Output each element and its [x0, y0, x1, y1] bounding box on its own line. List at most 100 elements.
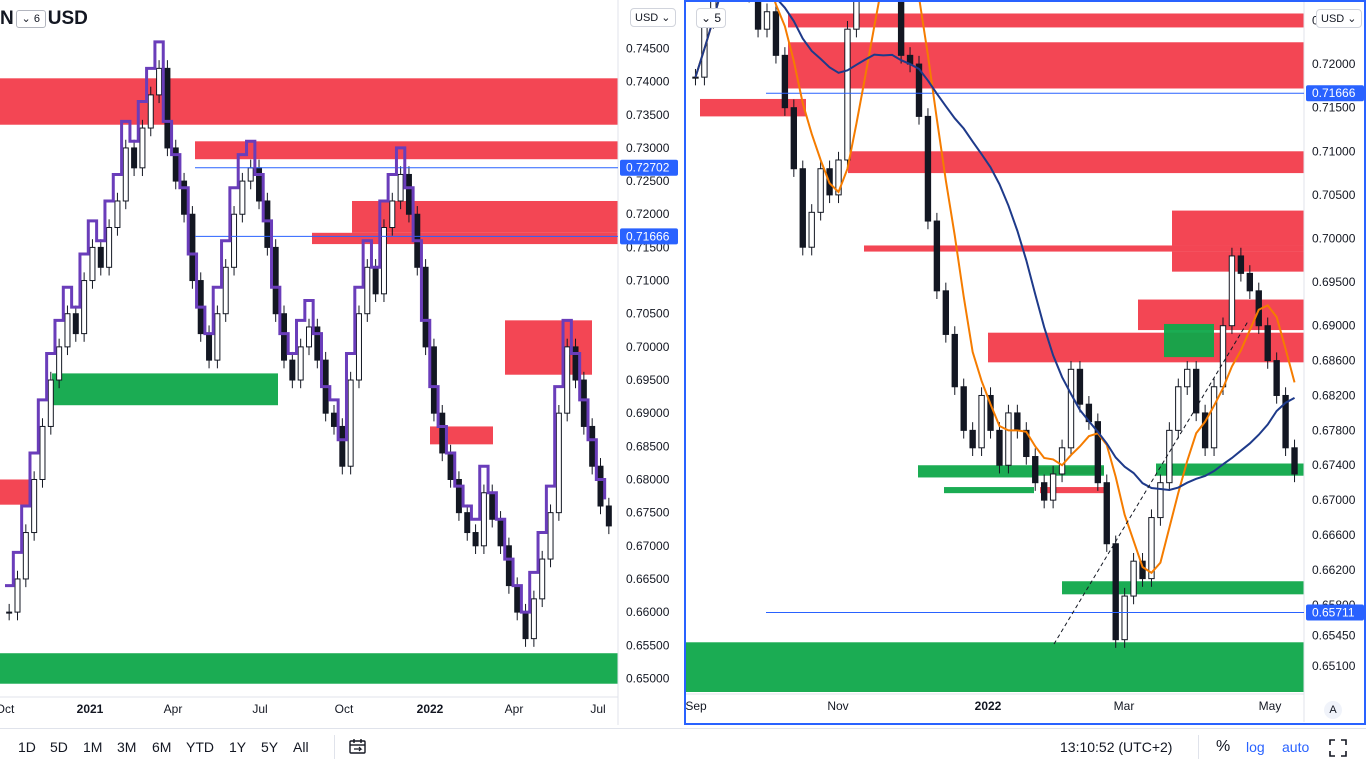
candle-body — [897, 0, 905, 56]
price-tick-label: 0.69000 — [626, 406, 670, 420]
price-label-text: 0.65711 — [1312, 606, 1355, 620]
currency-chip-left[interactable]: USD ⌄ — [630, 8, 676, 27]
right-chart-pane[interactable]: 0.725000.720000.715000.710000.705000.700… — [684, 0, 1366, 725]
log-toggle[interactable]: log — [1246, 739, 1265, 755]
price-tick-label: 0.68600 — [1312, 354, 1356, 368]
indicator-step-line — [5, 40, 607, 614]
candle-body — [480, 492, 487, 547]
range-ytd[interactable]: YTD — [186, 739, 214, 755]
candle-body — [1192, 368, 1200, 414]
price-tick-label: 0.70000 — [626, 340, 670, 354]
candle-body — [772, 11, 780, 56]
currency-chip-right[interactable]: USD ⌄ — [1316, 9, 1362, 28]
candle-body — [754, 0, 762, 30]
interval-badge-left[interactable]: ⌄ 6 — [15, 9, 46, 28]
candle-body — [1014, 412, 1021, 431]
candle-body — [330, 412, 337, 427]
candle-body — [355, 313, 362, 381]
time-tick-label: Apr — [505, 702, 524, 716]
moving-average-line — [694, 0, 1296, 491]
candle-body — [464, 512, 471, 534]
candle-body — [56, 346, 63, 381]
left-chart-pane[interactable]: 0.74500 0.74000 0.73500 0.73000 0.72500 0.720… — [0, 0, 682, 725]
toolbar-divider-2 — [1198, 735, 1199, 759]
price-label-text: 0.72702 — [626, 161, 670, 175]
candle-body — [505, 545, 512, 587]
range-all[interactable]: All — [293, 739, 309, 755]
candle-body — [1291, 447, 1298, 475]
candle-body — [281, 313, 288, 361]
candle-body — [522, 611, 529, 640]
candle-body — [272, 246, 279, 315]
candle-body — [447, 452, 454, 480]
candle-body — [72, 313, 79, 335]
price-tick-label: 0.72500 — [626, 174, 670, 188]
demand-zone — [1164, 323, 1214, 358]
candle-body — [942, 290, 950, 335]
right-chart-canvas[interactable]: 0.725000.720000.715000.710000.705000.700… — [685, 0, 1364, 723]
candle-body — [239, 180, 246, 215]
candle-body — [397, 173, 404, 202]
price-tick-label: 0.68500 — [626, 439, 670, 453]
candle-body — [1067, 368, 1075, 449]
percent-toggle[interactable]: % — [1216, 738, 1231, 755]
supply-zone — [848, 151, 1304, 174]
range-1d[interactable]: 1D — [18, 739, 36, 755]
candle-body — [364, 266, 371, 315]
candle-body — [97, 246, 104, 268]
left-chart-canvas[interactable]: 0.74500 0.74000 0.73500 0.73000 0.72500 0.720… — [0, 0, 682, 725]
clock-readout[interactable]: 13:10:52 (UTC+2) — [1060, 739, 1173, 755]
price-tick-label: 0.65500 — [626, 638, 670, 652]
range-5d[interactable]: 5D — [50, 739, 68, 755]
auto-toggle[interactable]: auto — [1282, 739, 1310, 755]
supply-zone — [352, 200, 618, 233]
price-tick-label: 0.71500 — [1312, 101, 1356, 115]
candle-body — [996, 429, 1003, 466]
price-tick-label: 0.67800 — [1312, 423, 1356, 437]
candle-body — [799, 168, 806, 248]
candle-body — [231, 213, 238, 268]
demand-zone — [686, 642, 1304, 692]
range-3m[interactable]: 3M — [117, 739, 137, 755]
candle-body — [808, 211, 815, 248]
candle-body — [439, 412, 446, 454]
candle-body — [692, 76, 699, 79]
symbol-title: N ⌄ 6 USD — [0, 8, 88, 29]
price-tick-label: 0.67000 — [1312, 493, 1356, 507]
candle-body — [781, 54, 789, 109]
compare-dates-icon[interactable] — [348, 738, 368, 756]
price-label-bg — [620, 228, 678, 245]
candle-body — [555, 412, 562, 514]
price-label-text: 0.71666 — [626, 229, 670, 243]
auto-scale-button[interactable]: A — [1324, 701, 1342, 719]
supply-zone — [0, 78, 618, 125]
price-tick-label: 0.72000 — [1312, 57, 1356, 71]
candle-body — [530, 598, 537, 640]
range-5y[interactable]: 5Y — [261, 739, 279, 755]
supply-zone — [788, 42, 1304, 89]
interval-badge-right[interactable]: ⌄ 5 — [696, 8, 727, 28]
demand-zone — [1156, 463, 1304, 476]
time-tick-label: Jul — [252, 702, 267, 716]
candle-body — [22, 532, 29, 580]
candle-body — [514, 585, 521, 613]
price-tick-label: 0.69000 — [1312, 319, 1356, 333]
supply-zone — [1040, 487, 1106, 494]
range-1y[interactable]: 1Y — [229, 739, 247, 755]
candle-body — [915, 63, 923, 117]
candle-body — [289, 359, 296, 381]
fullscreen-icon[interactable] — [1328, 738, 1348, 758]
candle-body — [380, 227, 387, 295]
demand-zone — [1062, 581, 1304, 595]
price-tick-label: 0.70000 — [1312, 231, 1356, 245]
supply-zone — [788, 13, 1304, 28]
range-6m[interactable]: 6M — [152, 739, 172, 755]
candle-body — [147, 94, 154, 129]
candle-body — [1273, 360, 1280, 396]
candle-body — [960, 386, 967, 431]
candle-body — [455, 478, 462, 514]
candle-body — [81, 280, 88, 335]
candle-body — [489, 492, 496, 520]
range-1m[interactable]: 1M — [83, 739, 103, 755]
supply-zone — [0, 479, 30, 505]
